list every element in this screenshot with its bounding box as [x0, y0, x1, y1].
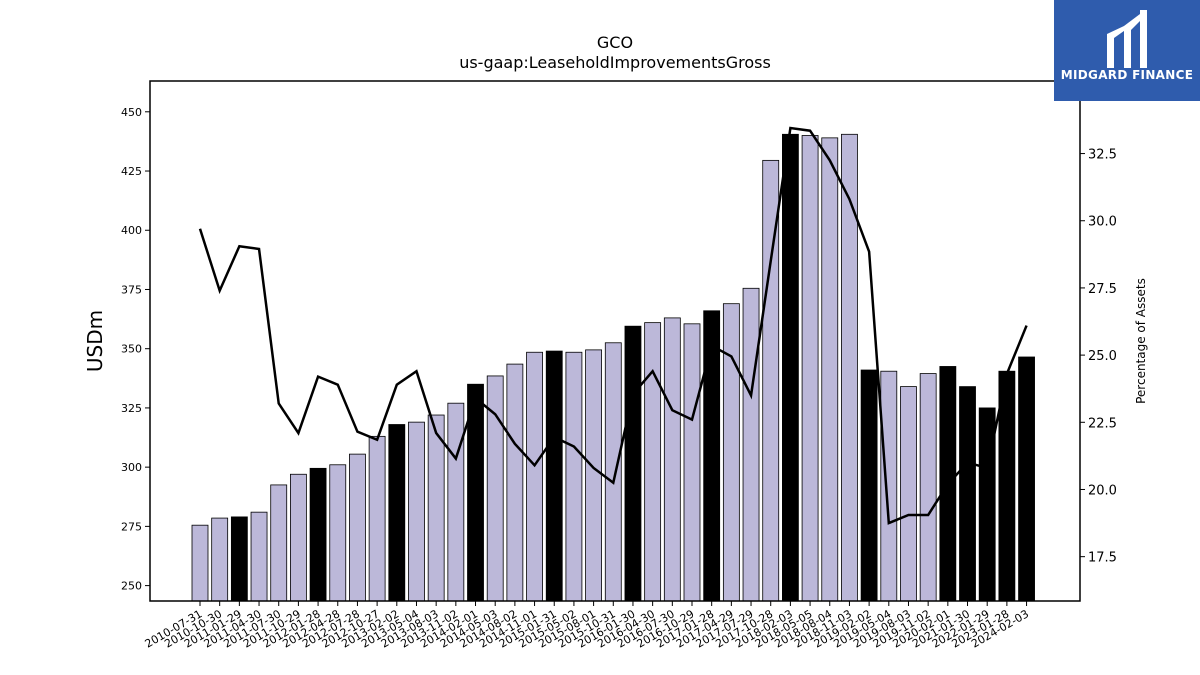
- bar: [250, 511, 268, 602]
- bar: [408, 421, 425, 602]
- bar: [191, 524, 209, 602]
- y-tick-label: 275: [121, 520, 142, 533]
- bar: [624, 325, 642, 602]
- bar: [821, 137, 839, 602]
- axes-group: 250 275 300 325 350 375 400 425 450 17.5 20.0 22.5 2…: [121, 80, 1117, 651]
- chart-subtitle: us-gaap:LeaseholdImprovementsGross: [459, 53, 771, 72]
- bar: [722, 303, 740, 602]
- y2-tick-label: 30.0: [1088, 215, 1117, 230]
- y-tick-label: 375: [121, 283, 142, 296]
- logo-mark-icon: [1107, 10, 1147, 68]
- y2-axis-label: Percentage of Assets: [1134, 278, 1148, 404]
- bar: [309, 467, 327, 602]
- bar: [388, 424, 406, 602]
- bar: [841, 133, 858, 602]
- plot-frame: [149, 80, 1081, 602]
- y2-tick-label: 25.0: [1088, 349, 1117, 364]
- y-tick-label: 300: [121, 461, 142, 474]
- bar: [289, 473, 307, 602]
- bar: [900, 386, 917, 602]
- bar: [270, 484, 288, 602]
- y2-tick-label: 27.5: [1088, 282, 1117, 297]
- bar: [427, 414, 445, 602]
- bar: [447, 402, 465, 602]
- bar: [368, 435, 386, 602]
- bar: [585, 349, 602, 602]
- bar: [959, 386, 976, 602]
- bar: [604, 342, 622, 602]
- bar: [880, 370, 898, 602]
- y2-tick-label: 22.5: [1088, 416, 1117, 431]
- bar: [801, 135, 819, 602]
- bar: [644, 322, 662, 602]
- y2-tick-label: 20.0: [1088, 483, 1117, 498]
- y-axis-label: USDm: [83, 310, 107, 372]
- bar: [230, 516, 248, 602]
- bar: [663, 317, 681, 602]
- y2-tick-label: 17.5: [1088, 551, 1117, 566]
- bar: [782, 133, 799, 602]
- bar: [329, 464, 347, 602]
- line-group: [198, 126, 1028, 525]
- chart-title: GCO: [597, 33, 633, 52]
- bar: [860, 369, 878, 602]
- midgard-finance-logo: MIDGARD FINANCE: [1054, 0, 1200, 101]
- bar: [565, 351, 583, 602]
- y-tick-label: 325: [121, 402, 142, 415]
- y-tick-label: 250: [121, 580, 142, 593]
- bar: [545, 350, 563, 602]
- bar: [683, 323, 701, 602]
- bar: [919, 373, 937, 602]
- y-tick-label: 425: [121, 165, 142, 178]
- bar: [211, 517, 229, 602]
- bar: [703, 310, 721, 602]
- bar: [506, 363, 524, 602]
- bar: [349, 453, 366, 602]
- logo-text: MIDGARD FINANCE: [1060, 68, 1194, 82]
- bar: [742, 287, 760, 602]
- percentage-line: [198, 126, 1028, 525]
- y-tick-label: 350: [121, 343, 142, 356]
- y-tick-label: 450: [121, 106, 142, 119]
- y2-tick-label: 32.5: [1088, 148, 1117, 163]
- bars-group: [191, 133, 1035, 602]
- bar: [526, 351, 543, 602]
- y-tick-label: 400: [121, 224, 142, 237]
- bar: [1018, 356, 1035, 602]
